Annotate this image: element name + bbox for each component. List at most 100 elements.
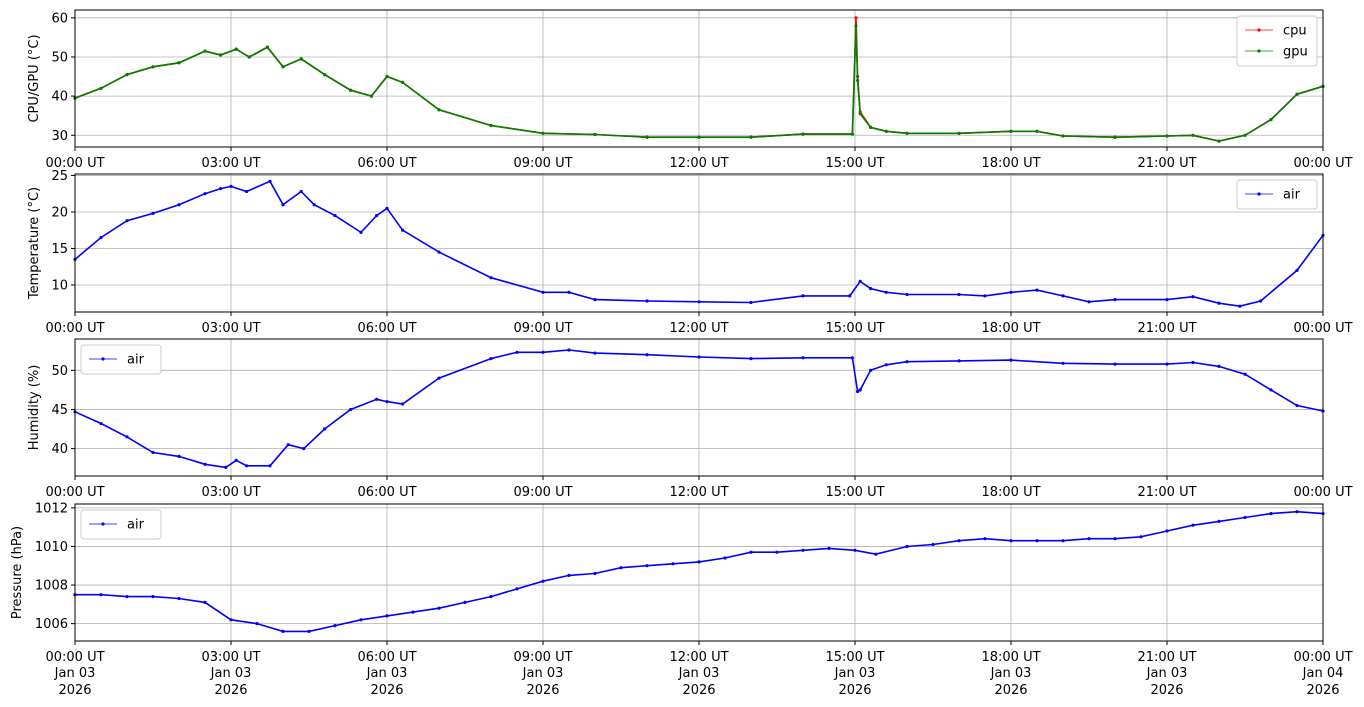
data-point: [224, 465, 228, 469]
data-point: [1259, 299, 1263, 303]
data-point: [1165, 134, 1169, 138]
data-point: [983, 537, 987, 541]
panel-1: 30 40 50 60 CPU/GPU (°C) 00:00 UT 03:00 UT 06:0…: [27, 9, 1353, 171]
data-point: [1269, 388, 1273, 392]
data-point: [411, 610, 415, 614]
x-tick-date-label: Jan 04: [1302, 666, 1344, 681]
legend-box: [80, 344, 162, 375]
data-point: [567, 573, 571, 578]
x-tick-label: 09:00 UT: [513, 485, 572, 500]
data-point: [801, 132, 805, 136]
x-tick-year-label: 2026: [58, 683, 91, 698]
x-tick-label: 00:00 UT: [1293, 156, 1352, 171]
data-point: [99, 593, 103, 597]
series-gpu: [73, 24, 1325, 143]
data-point: [697, 560, 701, 564]
data-point: [645, 135, 649, 139]
y-axis-label: Humidity (%): [27, 365, 42, 451]
x-tick-label: 18:00 UT: [981, 650, 1040, 665]
data-point: [359, 618, 363, 622]
data-point: [177, 596, 181, 601]
data-point: [151, 595, 155, 599]
data-point: [1113, 298, 1117, 302]
legend-label: air: [127, 353, 145, 368]
legend: air: [1236, 179, 1318, 210]
data-point: [671, 562, 675, 566]
data-point: [541, 290, 545, 294]
x-tick-label: 15:00 UT: [825, 650, 884, 665]
data-point: [1165, 362, 1169, 366]
y-tick-label: 60: [51, 11, 68, 26]
data-point: [854, 24, 858, 28]
x-tick-label: 21:00 UT: [1137, 321, 1196, 336]
x-tick-label: 00:00 UT: [45, 321, 104, 336]
data-point: [1191, 523, 1195, 527]
data-point: [203, 600, 207, 605]
data-point: [219, 187, 223, 191]
legend-swatch-marker: [1257, 28, 1261, 32]
data-point: [359, 230, 363, 234]
data-point: [125, 435, 129, 439]
data-point: [1243, 372, 1247, 376]
x-tick-label: 00:00 UT: [1293, 650, 1352, 665]
data-point: [268, 464, 272, 468]
data-point: [1238, 304, 1242, 308]
x-tick-date-label: Jan 03: [678, 666, 720, 681]
y-tick-label: 15: [51, 242, 68, 257]
data-point: [827, 546, 831, 551]
data-point: [869, 368, 873, 372]
x-tick-label: 03:00 UT: [201, 650, 260, 665]
x-tick-date-label: Jan 03: [54, 666, 96, 681]
x-tick-year-label: 2026: [1150, 683, 1183, 698]
legend-label: air: [127, 518, 145, 533]
x-tick-date-label: Jan 03: [210, 666, 252, 681]
series-line-air: [74, 180, 1324, 308]
y-tick-label: 1012: [35, 501, 68, 516]
data-point: [375, 214, 379, 218]
data-point: [1061, 134, 1065, 138]
data-point: [957, 539, 961, 543]
data-point: [905, 544, 909, 549]
panel-2: 10 15 20 25 Temperature (°C) 00:00 UT 03:00 UT…: [27, 169, 1353, 336]
data-point: [1295, 268, 1299, 272]
data-point: [489, 123, 493, 128]
data-point: [697, 300, 701, 304]
data-point: [1087, 537, 1091, 541]
series-air: [73, 510, 1325, 634]
x-tick-label: 06:00 UT: [357, 650, 416, 665]
data-point: [349, 407, 353, 412]
data-point: [593, 132, 597, 137]
x-tick-label: 00:00 UT: [1293, 485, 1352, 500]
data-point: [884, 129, 888, 133]
data-point: [1113, 362, 1117, 366]
data-point: [333, 624, 337, 628]
data-point: [1243, 133, 1247, 137]
data-point: [1243, 515, 1247, 520]
data-point: [1113, 135, 1117, 139]
data-point: [1087, 300, 1091, 304]
data-point: [286, 443, 290, 447]
series-air: [73, 179, 1325, 308]
data-point: [151, 211, 155, 215]
x-tick-year-label: 2026: [1306, 683, 1339, 698]
x-tick-date-label: Jan 03: [522, 666, 564, 681]
data-point: [905, 131, 909, 135]
data-point: [203, 49, 207, 53]
x-tick-label: 00:00 UT: [45, 485, 104, 500]
data-point: [1009, 290, 1013, 294]
data-point: [1035, 539, 1039, 543]
x-tick-label: 09:00 UT: [513, 650, 572, 665]
data-point: [307, 629, 311, 634]
data-point: [723, 556, 727, 560]
data-point: [1139, 535, 1143, 539]
data-point: [125, 219, 129, 223]
x-tick-label: 06:00 UT: [357, 156, 416, 171]
y-tick-label: 1008: [35, 579, 68, 594]
data-point: [385, 614, 389, 618]
data-point: [219, 53, 223, 57]
data-point: [1217, 519, 1221, 524]
legend-label: cpu: [1283, 24, 1307, 39]
data-point: [1113, 537, 1117, 541]
